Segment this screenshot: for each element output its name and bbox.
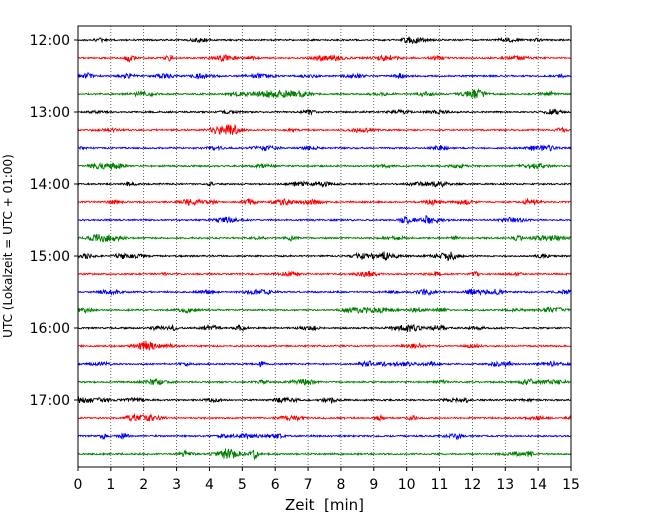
- y-tick-label: 17:00: [30, 393, 70, 409]
- y-axis-ticks: 12:00 13:00 14:00 15:00 16:00 17:00: [30, 33, 78, 409]
- x-tick-label: 5: [238, 477, 247, 493]
- trace-line: [77, 251, 572, 262]
- x-axis-label: Zeit [min]: [285, 496, 364, 514]
- trace-line: [77, 270, 572, 278]
- trace-line: [77, 36, 572, 45]
- trace-line: [78, 287, 572, 297]
- trace-line: [77, 359, 572, 369]
- y-tick-label: 12:00: [30, 33, 70, 49]
- x-tick-label: 13: [496, 477, 514, 493]
- x-tick-label: 8: [336, 477, 345, 493]
- trace-line: [77, 340, 572, 351]
- trace-line: [77, 54, 572, 63]
- trace-line: [77, 197, 572, 207]
- trace-line: [77, 306, 572, 315]
- trace-line: [77, 88, 572, 99]
- x-tick-label: 7: [304, 477, 313, 493]
- trace-line: [77, 412, 572, 422]
- x-tick-label: 6: [271, 477, 280, 493]
- trace-line: [77, 396, 572, 405]
- y-tick-label: 15:00: [30, 249, 70, 265]
- trace-line: [77, 448, 572, 461]
- trace-line: [77, 432, 572, 441]
- trace-line: [77, 377, 572, 386]
- plot-frame: [77, 25, 572, 468]
- y-axis-label: UTC (Lokalzeit = UTC + 01:00): [1, 154, 15, 338]
- x-tick-label: 11: [431, 477, 449, 493]
- x-tick-label: 10: [398, 477, 416, 493]
- x-tick-label: 15: [562, 477, 580, 493]
- x-tick-label: 9: [369, 477, 378, 493]
- seismic-traces: [77, 36, 572, 461]
- trace-line: [77, 144, 572, 152]
- trace-line: [77, 108, 571, 116]
- x-tick-label: 3: [172, 477, 181, 493]
- y-tick-label: 14:00: [30, 177, 70, 193]
- x-tick-label: 4: [205, 477, 214, 493]
- x-axis-ticks: 0 1 2 3 4 5 6 7 8 9 10 11 12 13 14 15: [74, 467, 580, 493]
- x-tick-label: 12: [463, 477, 481, 493]
- trace-line: [77, 162, 572, 170]
- x-tick-label: 1: [106, 477, 115, 493]
- trace-line: [77, 233, 572, 243]
- x-tick-label: 14: [529, 477, 547, 493]
- x-tick-label: 0: [74, 477, 83, 493]
- x-tick-label: 2: [139, 477, 148, 493]
- trace-line: [77, 180, 572, 189]
- trace-line: [77, 323, 572, 333]
- trace-line: [77, 71, 572, 80]
- y-tick-label: 16:00: [30, 321, 70, 337]
- plot-background: [78, 26, 571, 467]
- trace-line: [77, 123, 572, 135]
- y-tick-label: 13:00: [30, 105, 70, 121]
- trace-line: [77, 215, 572, 225]
